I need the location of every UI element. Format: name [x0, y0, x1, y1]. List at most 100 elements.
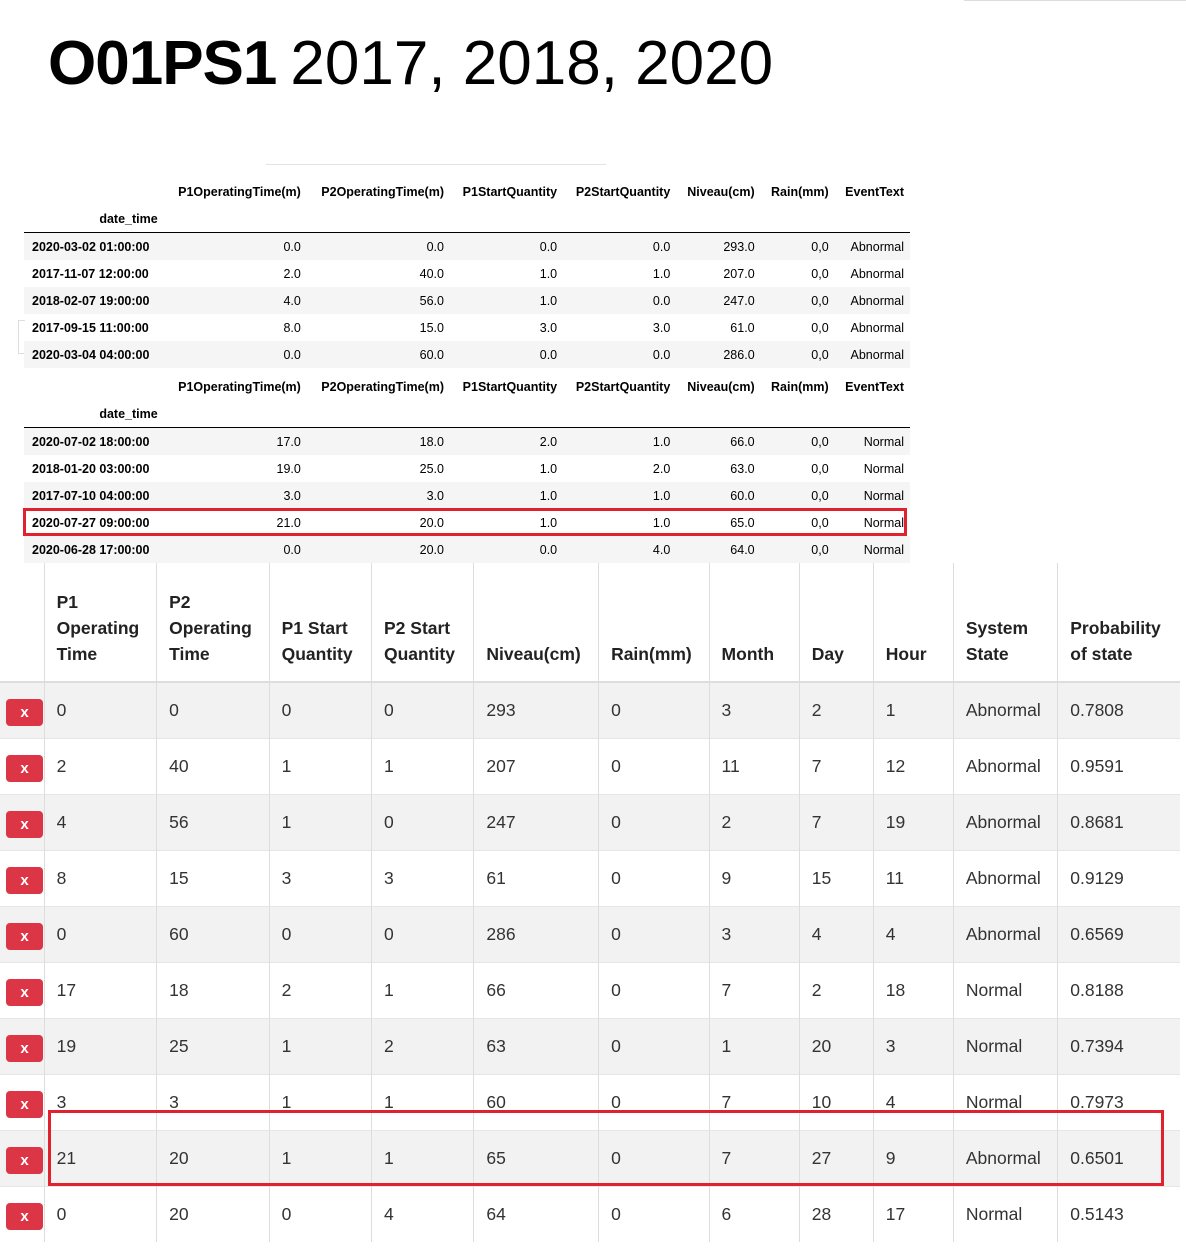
- table-cell[interactable]: 0: [598, 1186, 710, 1242]
- table-cell[interactable]: 4: [872, 1074, 954, 1131]
- delete-row-button[interactable]: x: [6, 1090, 43, 1118]
- table-cell[interactable]: 0.7973: [1057, 1074, 1180, 1131]
- table-cell[interactable]: 0: [598, 850, 710, 907]
- table-cell[interactable]: 0: [598, 906, 710, 963]
- table-cell[interactable]: Abnormal: [952, 738, 1058, 795]
- table-cell[interactable]: 247: [473, 794, 599, 851]
- table-cell[interactable]: 10: [798, 1074, 874, 1131]
- table-cell[interactable]: 0: [268, 1186, 372, 1242]
- table-cell[interactable]: 8: [43, 850, 157, 907]
- table-cell[interactable]: 0: [268, 906, 372, 963]
- delete-row-button[interactable]: x: [6, 922, 43, 950]
- table-cell[interactable]: 15: [156, 850, 270, 907]
- grid-col-header[interactable]: System State: [952, 563, 1058, 683]
- table-cell[interactable]: 2: [43, 738, 157, 795]
- table-cell[interactable]: 4: [370, 1186, 474, 1242]
- table-cell[interactable]: 3: [708, 906, 800, 963]
- grid-col-header[interactable]: P1 Operating Time: [43, 563, 157, 683]
- table-cell[interactable]: 15: [798, 850, 874, 907]
- table-cell[interactable]: 1: [872, 681, 954, 739]
- grid-col-header[interactable]: Probability of state: [1057, 563, 1180, 683]
- delete-row-button[interactable]: x: [6, 754, 43, 782]
- table-cell[interactable]: 17: [43, 962, 157, 1019]
- table-cell[interactable]: 60: [473, 1074, 599, 1131]
- table-cell[interactable]: 0.9591: [1057, 738, 1180, 795]
- table-cell[interactable]: 21: [43, 1130, 157, 1187]
- table-cell[interactable]: 9: [872, 1130, 954, 1187]
- table-cell[interactable]: 56: [156, 794, 270, 851]
- table-cell[interactable]: 0: [43, 906, 157, 963]
- table-cell[interactable]: 1: [370, 738, 474, 795]
- table-cell[interactable]: 1: [268, 1130, 372, 1187]
- grid-col-header[interactable]: Niveau(cm): [473, 563, 599, 683]
- table-cell[interactable]: 19: [872, 794, 954, 851]
- table-cell[interactable]: 0.8681: [1057, 794, 1180, 851]
- table-cell[interactable]: 28: [798, 1186, 874, 1242]
- table-cell[interactable]: 11: [708, 738, 800, 795]
- table-cell[interactable]: 0: [598, 794, 710, 851]
- table-cell[interactable]: 0: [370, 794, 474, 851]
- table-cell[interactable]: 2: [268, 962, 372, 1019]
- table-cell[interactable]: 207: [473, 738, 599, 795]
- table-cell[interactable]: Normal: [952, 1074, 1058, 1131]
- table-cell[interactable]: 3: [370, 850, 474, 907]
- table-cell[interactable]: 0.6501: [1057, 1130, 1180, 1187]
- table-cell[interactable]: 0: [370, 681, 474, 739]
- table-cell[interactable]: Abnormal: [952, 1130, 1058, 1187]
- table-cell[interactable]: 60: [156, 906, 270, 963]
- delete-row-button[interactable]: x: [6, 1034, 43, 1062]
- table-cell[interactable]: 7: [798, 794, 874, 851]
- table-cell[interactable]: 2: [708, 794, 800, 851]
- table-cell[interactable]: 9: [708, 850, 800, 907]
- table-cell[interactable]: 27: [798, 1130, 874, 1187]
- table-cell[interactable]: Normal: [952, 1186, 1058, 1242]
- table-cell[interactable]: 17: [872, 1186, 954, 1242]
- table-cell[interactable]: 0: [598, 1130, 710, 1187]
- table-cell[interactable]: 1: [268, 1074, 372, 1131]
- delete-row-button[interactable]: x: [6, 1202, 43, 1230]
- table-cell[interactable]: 40: [156, 738, 270, 795]
- table-cell[interactable]: 12: [872, 738, 954, 795]
- table-cell[interactable]: 0: [598, 738, 710, 795]
- table-cell[interactable]: 0: [598, 1074, 710, 1131]
- table-cell[interactable]: 20: [156, 1130, 270, 1187]
- delete-row-button[interactable]: x: [6, 866, 43, 894]
- table-cell[interactable]: 1: [370, 1074, 474, 1131]
- table-cell[interactable]: 3: [43, 1074, 157, 1131]
- table-cell[interactable]: 0: [156, 681, 270, 739]
- table-cell[interactable]: Abnormal: [952, 681, 1058, 739]
- table-cell[interactable]: 4: [798, 906, 874, 963]
- table-cell[interactable]: 0.7394: [1057, 1018, 1180, 1075]
- table-cell[interactable]: 7: [708, 1074, 800, 1131]
- table-cell[interactable]: 18: [156, 962, 270, 1019]
- table-cell[interactable]: 1: [268, 1018, 372, 1075]
- table-cell[interactable]: 0.9129: [1057, 850, 1180, 907]
- table-cell[interactable]: 3: [156, 1074, 270, 1131]
- table-cell[interactable]: 0.8188: [1057, 962, 1180, 1019]
- table-cell[interactable]: 1: [268, 738, 372, 795]
- table-cell[interactable]: 0: [598, 1018, 710, 1075]
- table-cell[interactable]: 1: [268, 794, 372, 851]
- grid-col-header[interactable]: Hour: [872, 563, 954, 683]
- table-cell[interactable]: 0.7808: [1057, 681, 1180, 739]
- table-cell[interactable]: 1: [708, 1018, 800, 1075]
- table-cell[interactable]: 2: [370, 1018, 474, 1075]
- table-cell[interactable]: 7: [708, 962, 800, 1019]
- grid-col-header[interactable]: Rain(mm): [598, 563, 710, 683]
- table-cell[interactable]: 1: [370, 962, 474, 1019]
- grid-col-header[interactable]: P2 Start Quantity: [370, 563, 474, 683]
- table-cell[interactable]: 0: [43, 1186, 157, 1242]
- table-cell[interactable]: 286: [473, 906, 599, 963]
- grid-col-header[interactable]: P1 Start Quantity: [268, 563, 372, 683]
- table-cell[interactable]: Normal: [952, 962, 1058, 1019]
- delete-row-button[interactable]: x: [6, 698, 43, 726]
- table-cell[interactable]: Normal: [952, 1018, 1058, 1075]
- table-cell[interactable]: 20: [156, 1186, 270, 1242]
- grid-col-header[interactable]: Day: [798, 563, 874, 683]
- table-cell[interactable]: 293: [473, 681, 599, 739]
- table-cell[interactable]: 4: [43, 794, 157, 851]
- table-cell[interactable]: 3: [268, 850, 372, 907]
- table-cell[interactable]: 2: [798, 681, 874, 739]
- table-cell[interactable]: 7: [798, 738, 874, 795]
- delete-row-button[interactable]: x: [6, 810, 43, 838]
